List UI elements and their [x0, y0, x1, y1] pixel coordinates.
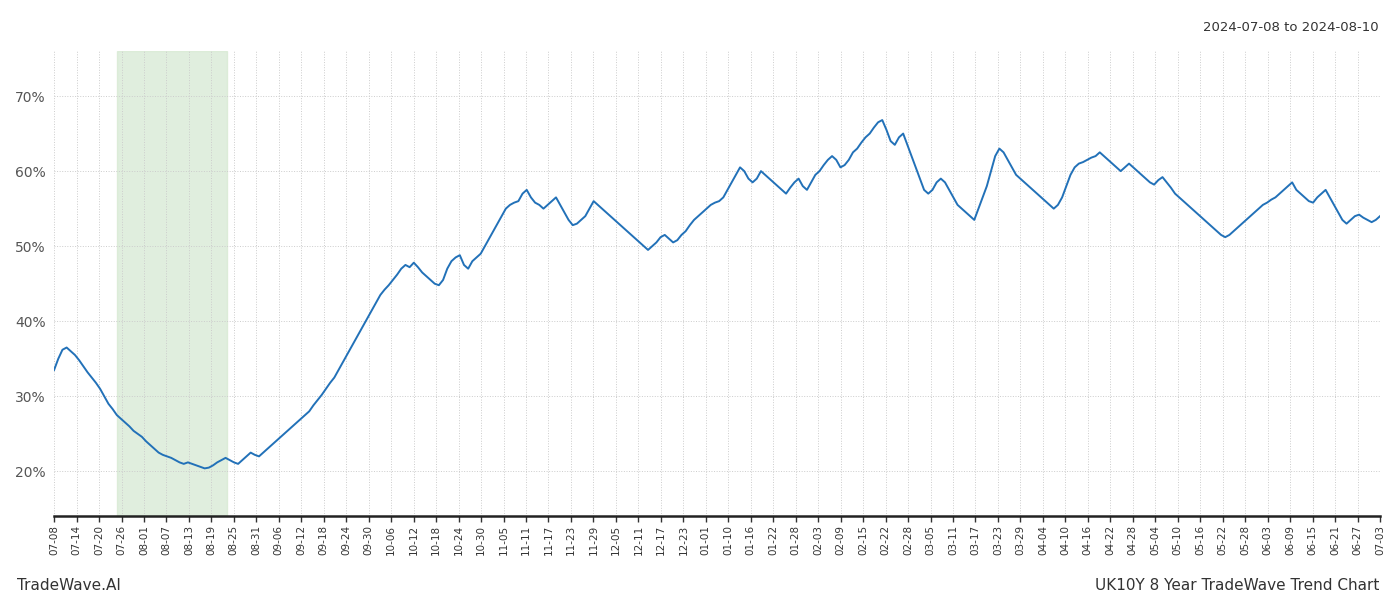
Text: UK10Y 8 Year TradeWave Trend Chart: UK10Y 8 Year TradeWave Trend Chart	[1095, 578, 1379, 593]
Text: 2024-07-08 to 2024-08-10: 2024-07-08 to 2024-08-10	[1204, 21, 1379, 34]
Text: TradeWave.AI: TradeWave.AI	[17, 578, 120, 593]
Bar	[116, 51, 227, 517]
